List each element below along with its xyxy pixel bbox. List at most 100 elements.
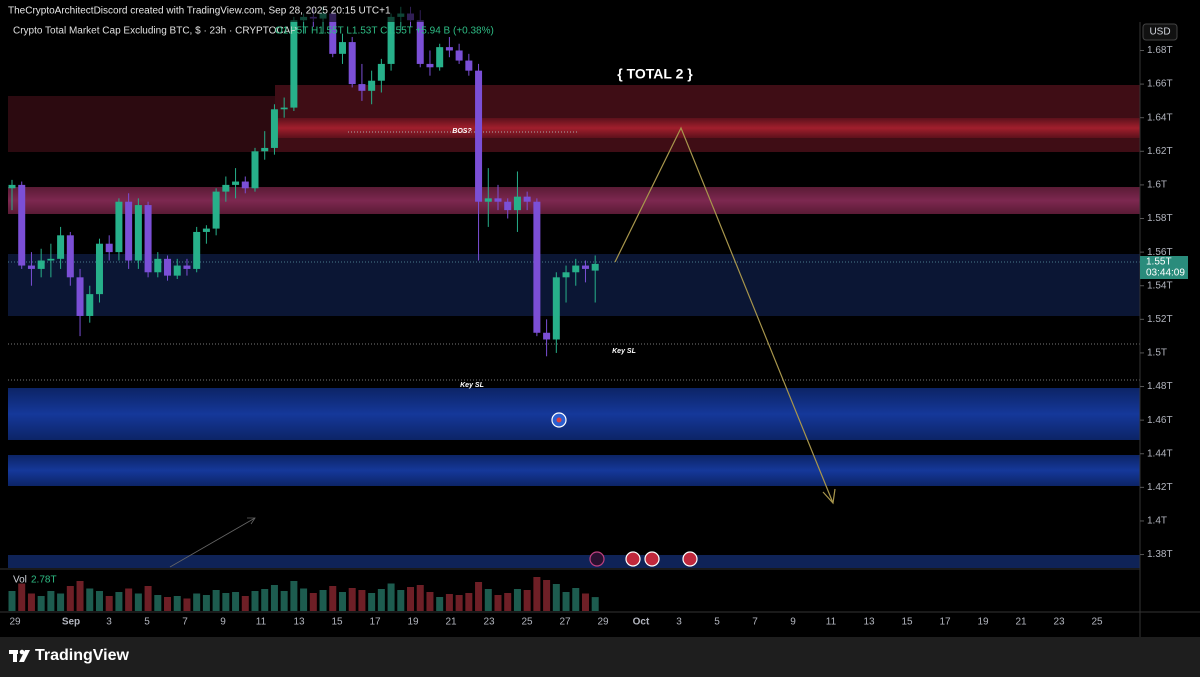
x-tick-label: 19 <box>977 617 989 628</box>
candle-body <box>455 50 463 61</box>
volume-bar <box>280 591 288 611</box>
candle-body <box>86 294 94 316</box>
candle-body <box>581 265 589 269</box>
x-tick-label: 29 <box>9 617 21 628</box>
volume-bar <box>261 589 269 611</box>
volume-bar <box>232 592 240 611</box>
y-tick-label: 1.54T <box>1147 280 1173 291</box>
volume-bar <box>47 591 55 611</box>
volume-bar <box>18 583 26 611</box>
volume-bar <box>173 596 181 611</box>
x-tick-label: 3 <box>106 617 112 628</box>
candle-body <box>358 84 366 91</box>
volume-bar <box>572 588 580 611</box>
volume-bar <box>358 590 366 611</box>
volume-bar <box>125 588 133 611</box>
y-tick-label: 1.42T <box>1147 482 1173 493</box>
x-tick-label: 7 <box>752 617 758 628</box>
volume-bar <box>222 593 230 611</box>
range-zone <box>8 254 1140 316</box>
y-tick-label: 1.5T <box>1147 348 1167 359</box>
volume-bar <box>290 581 298 611</box>
candle-body <box>290 20 298 108</box>
y-tick-label: 1.58T <box>1147 213 1173 224</box>
candle-body <box>232 181 240 185</box>
volume-bar <box>329 586 337 611</box>
candle-body <box>338 42 346 54</box>
volume-bar <box>533 577 541 611</box>
candle-body <box>47 258 55 261</box>
x-tick-label: 17 <box>369 617 381 628</box>
x-tick-label: 21 <box>1015 617 1027 628</box>
event-icon[interactable] <box>625 551 641 567</box>
candle-body <box>533 201 541 333</box>
volume-bar <box>37 596 45 611</box>
y-tick-label: 1.48T <box>1147 381 1173 392</box>
currency: USD <box>1149 27 1170 38</box>
x-tick-label: 21 <box>445 617 457 628</box>
currency-box[interactable] <box>1142 23 1178 41</box>
event-icon[interactable] <box>589 551 605 567</box>
event-icon[interactable] <box>682 551 698 567</box>
x-tick-label: 15 <box>331 617 343 628</box>
volume-bar <box>348 588 356 611</box>
logo-mark <box>9 649 30 662</box>
last-price-label: 1.55T <box>1146 257 1172 268</box>
candle-body <box>504 201 512 211</box>
x-tick-label: Oct <box>633 617 650 628</box>
volume-bar <box>416 585 424 611</box>
projection-arrowhead <box>822 488 836 505</box>
candle-body <box>37 260 45 269</box>
projection-path <box>614 126 834 504</box>
volume-bar <box>241 596 249 611</box>
demand-zone <box>8 555 1140 568</box>
volume-bar <box>562 592 570 611</box>
x-tick-label: 29 <box>597 617 609 628</box>
annotation: BOS? <box>452 128 472 135</box>
volume-bar <box>115 592 123 611</box>
demand-zone <box>8 455 1140 486</box>
volume-bar <box>183 598 191 611</box>
candle-body <box>329 13 337 54</box>
event-icon[interactable] <box>644 551 660 567</box>
volume-bar <box>513 589 521 611</box>
candle-body <box>484 198 492 202</box>
volume-bar <box>300 588 308 611</box>
volume-bar <box>164 597 172 611</box>
supply-zone-core <box>275 118 1140 138</box>
chart-title: Crypto Total Market Cap Excluding BTC, $… <box>13 26 297 37</box>
volume-bar <box>338 592 346 611</box>
y-tick-label: 1.62T <box>1147 146 1173 157</box>
volume-bar <box>105 596 113 611</box>
candle-body <box>552 277 560 340</box>
volume-bar <box>368 593 376 611</box>
volume-bar <box>134 593 142 611</box>
annotation: { TOTAL 2 } <box>617 66 693 82</box>
x-tick-label: 9 <box>220 617 226 628</box>
volume-bar <box>397 590 405 611</box>
candle-body <box>57 235 65 259</box>
volume-bar <box>494 595 502 611</box>
resistance-zone <box>8 187 1140 214</box>
x-tick-label: Sep <box>62 617 80 628</box>
x-tick-label: 11 <box>256 617 267 628</box>
trend-arrow <box>169 517 256 568</box>
candle-body <box>251 151 259 189</box>
volume-bar <box>552 584 560 611</box>
trend-arrowhead <box>247 517 256 525</box>
x-tick-label: 23 <box>1053 617 1065 628</box>
candle-body <box>18 184 26 266</box>
y-tick-label: 1.46T <box>1147 415 1173 426</box>
x-tick-label: 25 <box>1091 617 1103 628</box>
candle-body <box>572 265 580 273</box>
candle-body <box>193 231 201 269</box>
candle-body <box>173 265 181 276</box>
candle-body <box>513 196 521 211</box>
candle-body <box>183 265 191 269</box>
volume-bar <box>436 597 444 611</box>
ohlc-legend: O1.55T H1.55T L1.53T C1.55T +5.94 B (+0.… <box>275 26 494 37</box>
candle-body <box>134 205 142 261</box>
candle-body <box>543 332 551 340</box>
volume-bar <box>407 587 415 611</box>
